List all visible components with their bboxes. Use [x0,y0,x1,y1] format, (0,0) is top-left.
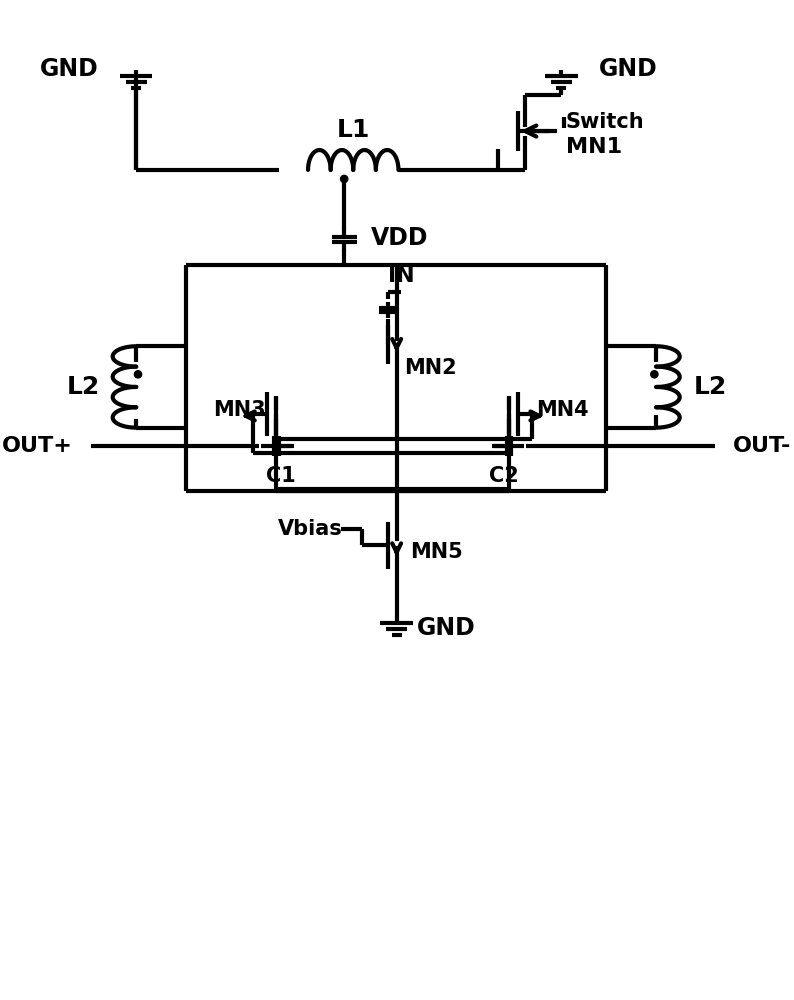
Text: Vbias: Vbias [278,519,342,539]
Text: MN2: MN2 [404,358,457,378]
Text: L1: L1 [337,118,370,142]
Text: GND: GND [599,57,658,81]
Text: MN1: MN1 [566,137,622,157]
Text: L2: L2 [67,375,100,399]
Text: C2: C2 [489,466,519,486]
Text: L2: L2 [694,375,727,399]
Text: MN5: MN5 [410,542,463,562]
Text: MN4: MN4 [536,400,588,420]
Text: OUT+: OUT+ [2,436,73,456]
Text: IN: IN [387,266,414,286]
Circle shape [134,371,141,378]
Circle shape [651,371,658,378]
Text: MN3: MN3 [213,400,266,420]
Circle shape [341,175,348,183]
Text: VDD: VDD [372,226,429,250]
Text: OUT-: OUT- [733,436,792,456]
Text: GND: GND [40,57,98,81]
Text: GND: GND [417,616,476,640]
Text: C1: C1 [266,466,296,486]
Text: Switch: Switch [566,112,645,132]
